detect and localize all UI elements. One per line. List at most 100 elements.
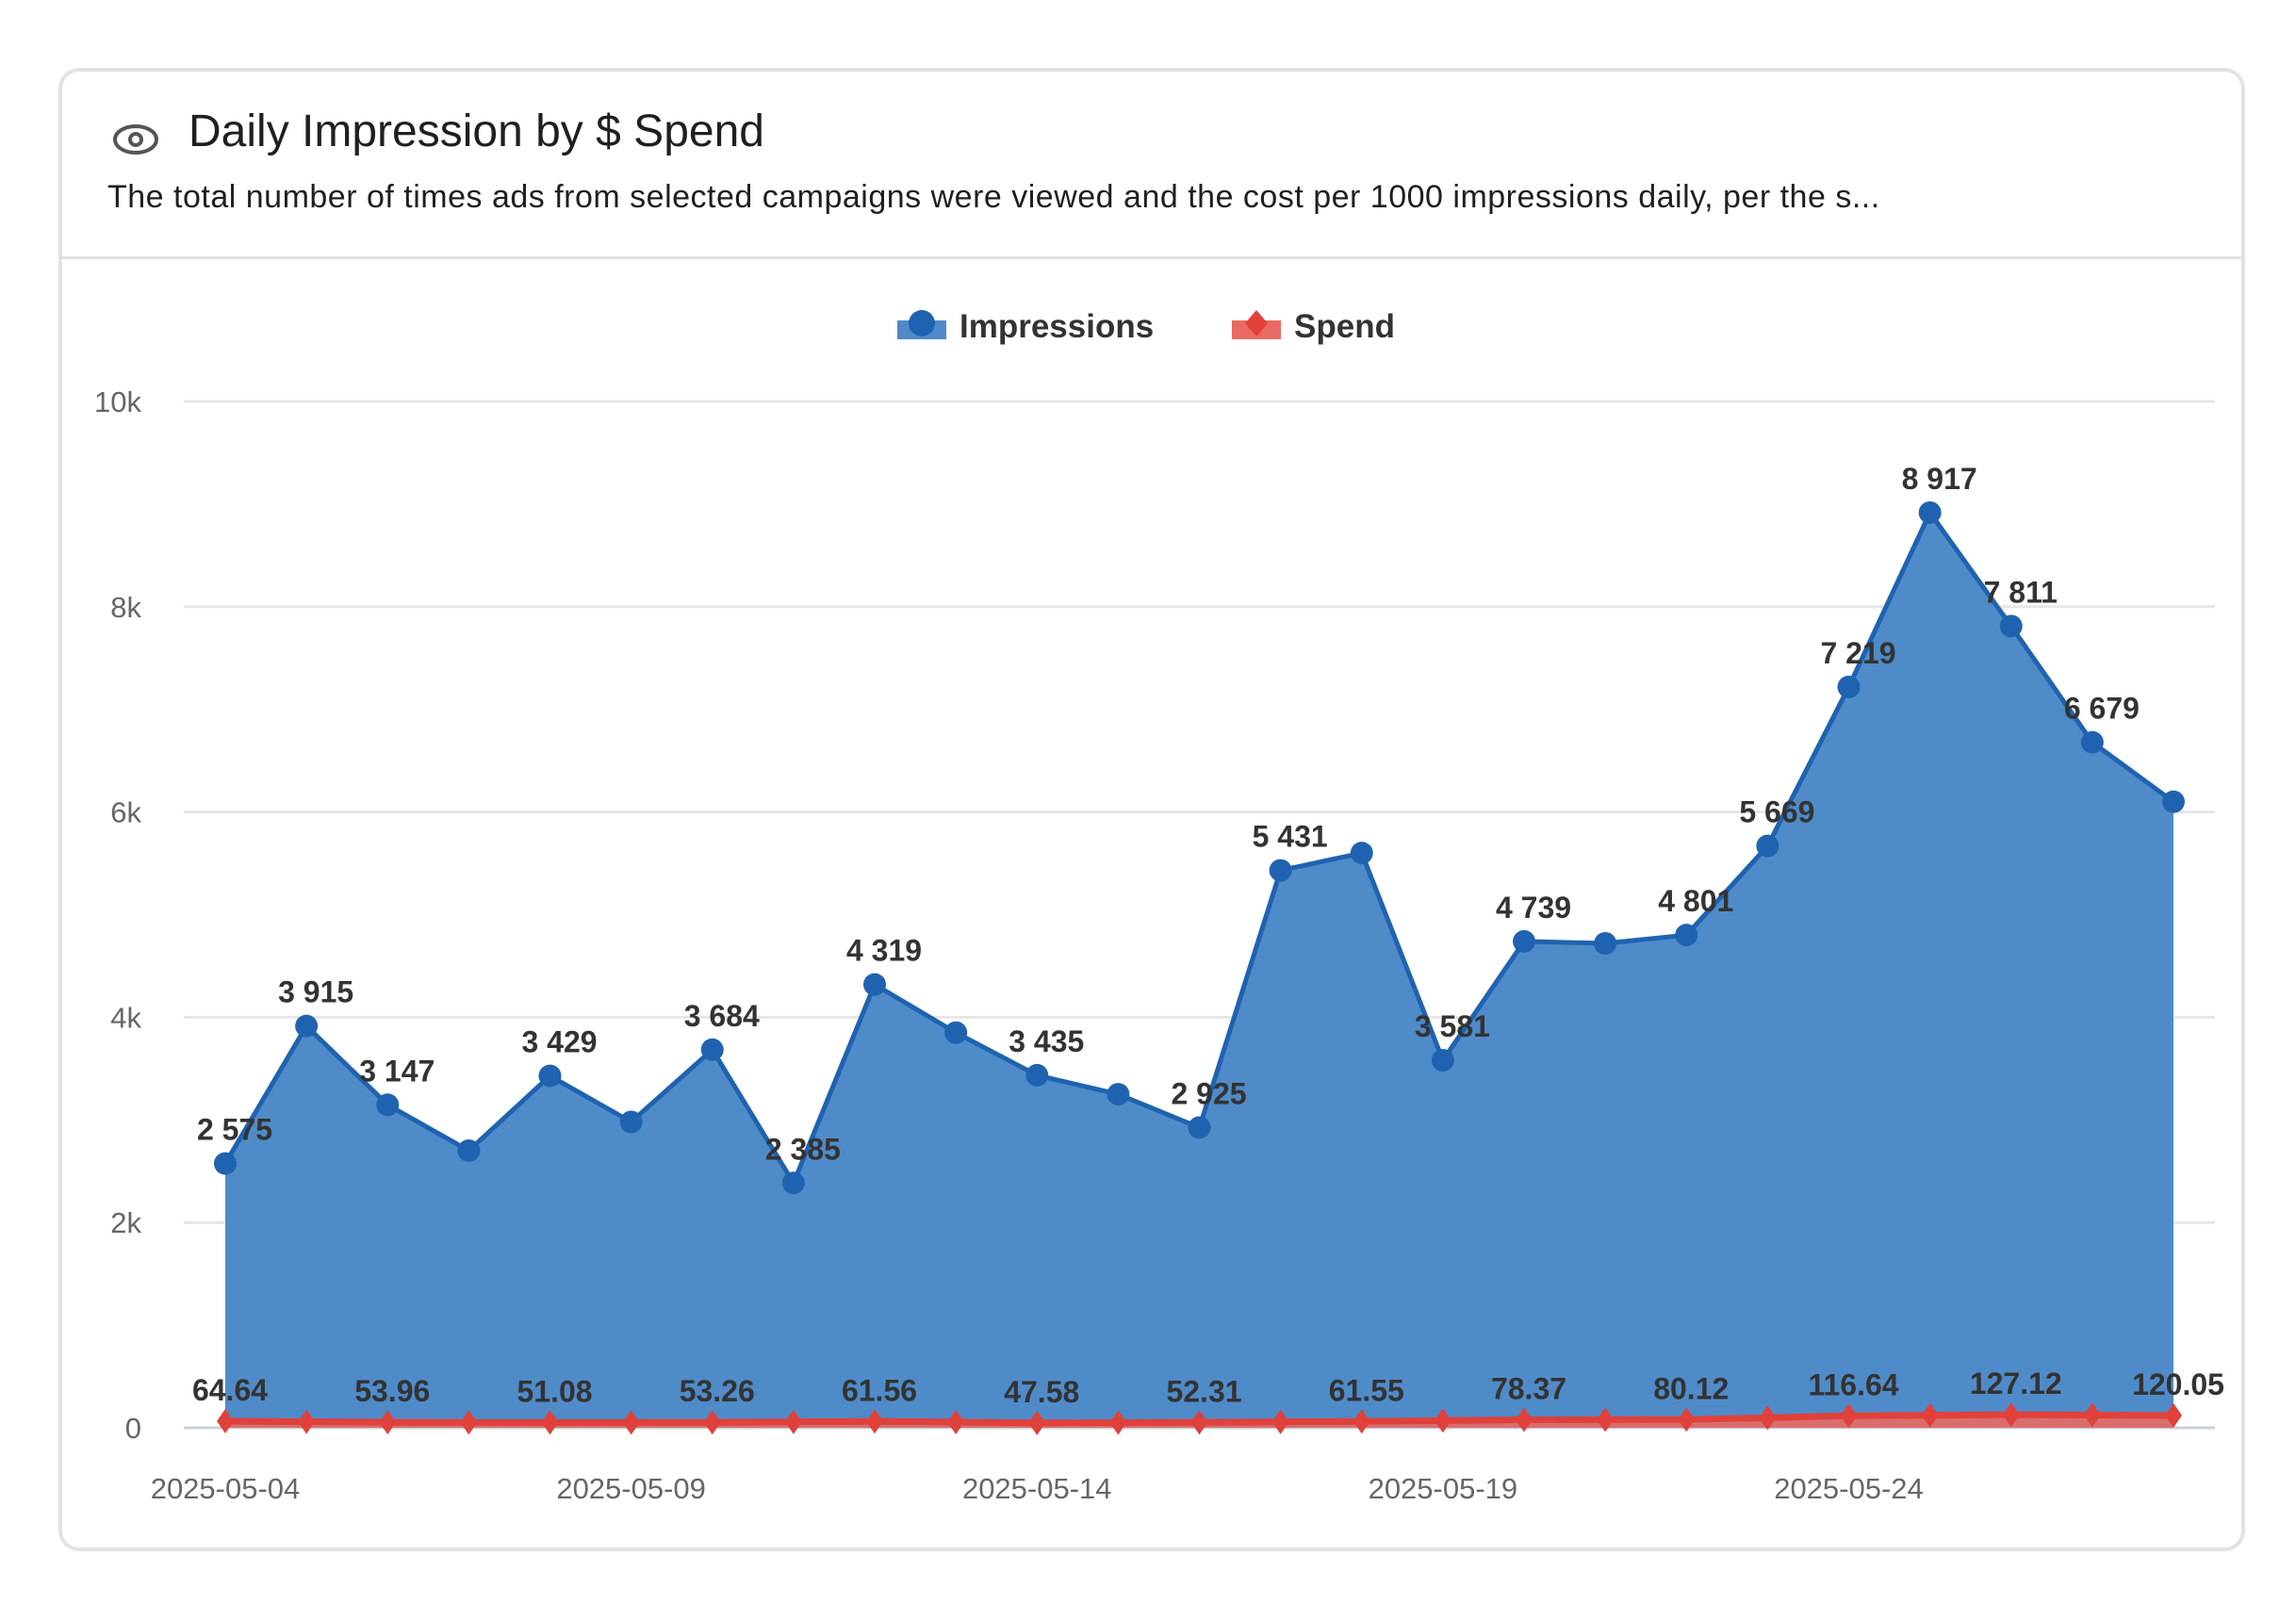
impressions-point: [295, 1014, 319, 1038]
data-label-impressions: 3 435: [1009, 1024, 1084, 1058]
data-label-impressions: 4 319: [846, 934, 922, 968]
impressions-point: [1594, 931, 1617, 955]
spend-point: [1271, 1409, 1289, 1434]
data-label-impressions: 8 917: [1902, 462, 1977, 496]
impressions-point: [1999, 614, 2023, 638]
impressions-point: [619, 1110, 643, 1134]
spend-point: [1597, 1407, 1615, 1432]
spend-point: [947, 1410, 965, 1435]
y-tick-label: 4k: [110, 1001, 141, 1034]
impressions-point: [863, 973, 886, 996]
card-header: Daily Impression by $ Spend The total nu…: [62, 72, 2241, 259]
impressions-point: [2162, 790, 2185, 813]
spend-point: [460, 1410, 478, 1435]
y-tick-label: 8k: [110, 591, 141, 624]
spend-point: [2002, 1402, 2020, 1428]
data-label-spend: 53.96: [354, 1374, 430, 1408]
data-label-spend: 127.12: [1970, 1367, 2062, 1400]
impressions-point: [1513, 929, 1535, 953]
impressions-point: [1918, 500, 1942, 524]
data-label-impressions: 4 739: [1496, 891, 1571, 925]
spend-point: [1434, 1408, 1451, 1433]
spend-point: [2165, 1402, 2182, 1428]
spend-point: [541, 1410, 559, 1435]
x-tick-label: 2025-05-19: [1369, 1472, 1518, 1505]
data-label-impressions: 3 684: [684, 999, 760, 1033]
data-label-spend: 53.26: [680, 1374, 755, 1408]
data-label-impressions: 5 431: [1253, 820, 1328, 854]
data-label-impressions: 7 811: [1984, 575, 2058, 609]
data-label-spend: 120.05: [2132, 1367, 2224, 1401]
data-label-spend: 116.64: [1808, 1367, 1898, 1401]
data-label-impressions: 3 915: [278, 975, 353, 1009]
legend-marker-icon: [1245, 310, 1268, 336]
spend-point: [1190, 1410, 1208, 1435]
data-label-spend: 61.56: [842, 1373, 917, 1407]
data-label-spend: 47.58: [1004, 1375, 1079, 1409]
legend-label: Spend: [1294, 308, 1395, 345]
spend-point: [1028, 1410, 1046, 1435]
x-tick-label: 2025-05-09: [556, 1472, 706, 1505]
data-label-impressions: 7 219: [1820, 636, 1895, 670]
data-label-impressions: 4 801: [1658, 884, 1733, 918]
spend-point: [1109, 1410, 1127, 1435]
x-tick-label: 2025-05-24: [1774, 1472, 1924, 1505]
spend-point: [784, 1409, 802, 1434]
y-tick-label: 6k: [110, 796, 141, 829]
data-label-impressions: 2 385: [765, 1132, 841, 1166]
spend-point: [866, 1409, 883, 1434]
data-label-impressions: 3 147: [359, 1054, 435, 1088]
impressions-point: [944, 1021, 968, 1044]
impressions-point: [1756, 834, 1779, 858]
spend-point: [379, 1410, 397, 1435]
data-label-impressions: 2 925: [1171, 1076, 1246, 1110]
data-label-spend: 80.12: [1653, 1371, 1729, 1405]
data-label-impressions: 6 679: [2064, 692, 2140, 726]
impressions-point: [1188, 1116, 1211, 1139]
impressions-point: [700, 1038, 724, 1061]
legend-item-spend[interactable]: Spend: [1232, 308, 1395, 345]
data-label-spend: 78.37: [1491, 1371, 1566, 1405]
impressions-point: [781, 1171, 805, 1195]
spend-point: [1353, 1409, 1370, 1434]
spend-point: [1678, 1407, 1696, 1432]
data-label-spend: 51.08: [517, 1374, 592, 1408]
series-area-impressions: [225, 512, 2173, 1428]
impressions-point: [2080, 730, 2104, 754]
legend-label: Impressions: [959, 308, 1154, 345]
impressions-point: [1675, 924, 1698, 947]
spend-point: [703, 1410, 721, 1435]
spend-point: [622, 1410, 640, 1435]
impressions-point: [1025, 1063, 1049, 1087]
eye-icon: [113, 124, 158, 155]
data-label-spend: 52.31: [1166, 1374, 1241, 1408]
impressions-point: [1269, 859, 1292, 882]
spend-point: [1516, 1407, 1533, 1432]
y-tick-label: 2k: [110, 1206, 141, 1239]
impressions-point: [538, 1064, 562, 1088]
legend-marker-icon: [909, 310, 935, 336]
impressions-point: [214, 1152, 237, 1175]
data-label-spend: 61.55: [1329, 1373, 1404, 1407]
impressions-point: [376, 1093, 400, 1117]
impressions-point: [457, 1138, 481, 1162]
impressions-point: [1107, 1083, 1130, 1106]
y-tick-label: 10k: [94, 385, 141, 418]
spend-point: [217, 1408, 234, 1433]
chart-title: Daily Impression by $ Spend: [189, 106, 764, 156]
data-label-impressions: 2 575: [197, 1113, 272, 1147]
spend-point: [1759, 1405, 1777, 1431]
y-tick-label: 0: [125, 1412, 141, 1445]
data-label-impressions: 3 429: [521, 1025, 597, 1059]
impressions-point: [1431, 1049, 1454, 1072]
x-tick-label: 2025-05-04: [151, 1472, 301, 1505]
impressions-point: [1350, 842, 1373, 865]
legend-item-impressions[interactable]: Impressions: [897, 308, 1154, 345]
spend-point: [1840, 1403, 1858, 1429]
spend-point: [1921, 1402, 1939, 1428]
impressions-point: [1837, 675, 1861, 698]
data-label-spend: 64.64: [192, 1373, 268, 1407]
x-tick-label: 2025-05-14: [962, 1472, 1112, 1505]
data-label-impressions: 5 669: [1739, 795, 1814, 829]
